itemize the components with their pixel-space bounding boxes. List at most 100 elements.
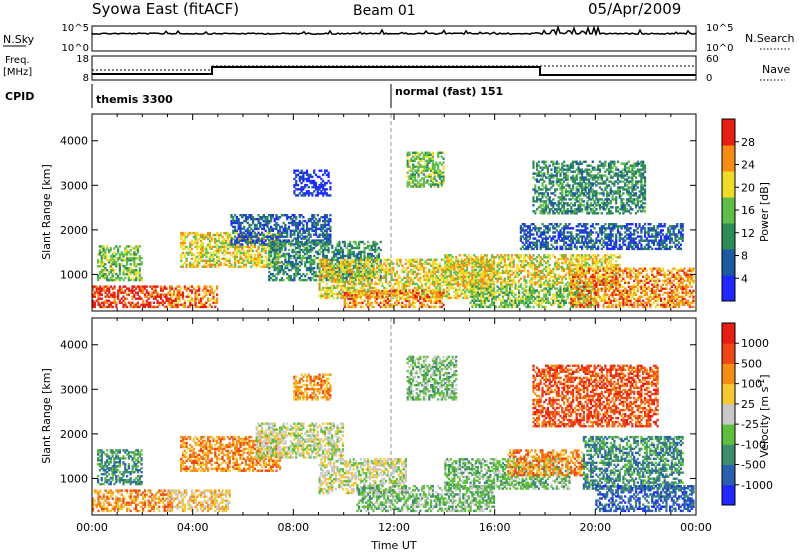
power-echo-cell <box>597 254 600 257</box>
power-echo-cell <box>210 255 213 258</box>
power-echo-cell <box>340 270 343 274</box>
power-echo-cell <box>270 242 273 246</box>
power-echo-cell <box>282 252 285 256</box>
power-echo-cell <box>192 231 195 235</box>
power-echo-cell <box>198 285 201 288</box>
power-echo-cell <box>190 291 194 294</box>
power-echo-cell <box>284 252 287 256</box>
power-echo-cell <box>322 254 325 258</box>
power-echo-cell <box>259 225 262 229</box>
power-echo-cell <box>106 287 109 290</box>
power-echo-cell <box>305 190 309 193</box>
power-echo-cell <box>304 246 307 250</box>
power-echo-cell <box>327 246 330 250</box>
power-echo-cell <box>95 285 98 288</box>
power-echo-cell <box>331 288 334 292</box>
power-echo-cell <box>399 258 402 261</box>
power-echo-cell <box>327 250 330 254</box>
power-echo-cell <box>365 268 368 272</box>
power-echo-cell <box>287 216 291 219</box>
power-echo-cell <box>352 250 355 254</box>
power-echo-cell <box>131 259 134 262</box>
power-echo-cell <box>377 252 380 256</box>
power-echo-cell <box>358 240 361 244</box>
power-echo-cell <box>507 254 510 257</box>
power-echo-cell <box>282 227 285 231</box>
power-echo-cell <box>331 278 334 282</box>
power-echo-cell <box>320 246 323 250</box>
power-echo-cell <box>279 235 282 238</box>
power-echo-cell <box>180 255 183 258</box>
power-echo-cell <box>336 252 339 256</box>
power-echo-cell <box>298 171 301 174</box>
power-echo-cell <box>252 241 255 244</box>
power-echo-cell <box>212 259 215 262</box>
power-echo-cell <box>296 188 300 191</box>
power-echo-cell <box>370 301 373 305</box>
power-echo-cell <box>113 247 116 250</box>
power-echo-cell <box>349 240 352 244</box>
power-echo-cell <box>183 253 186 257</box>
power-echo-cell <box>442 303 445 307</box>
power-echo-cell <box>273 250 276 254</box>
power-echo-cell <box>203 253 206 257</box>
power-echo-cell <box>279 239 282 242</box>
power-echo-cell <box>180 293 183 296</box>
power-echo-cell <box>201 297 204 300</box>
power-echo-cell <box>320 288 323 292</box>
power-echo-cell <box>185 287 188 290</box>
power-echo-cell <box>160 297 163 300</box>
power-echo-cell <box>118 271 121 274</box>
power-echo-cell <box>325 214 328 217</box>
power-echo-cell <box>126 255 129 258</box>
power-echo-cell <box>314 272 318 276</box>
power-echo-cell <box>135 269 138 272</box>
power-echo-cell <box>449 296 452 300</box>
power-echo-cell <box>169 297 172 300</box>
power-echo-cell <box>372 262 375 265</box>
power-echo-cell <box>287 242 291 246</box>
power-echo-cell <box>293 177 296 181</box>
power-echo-cell <box>253 261 256 264</box>
power-echo-cell <box>295 194 298 197</box>
power-echo-cell <box>358 260 361 263</box>
power-echo-cell <box>185 259 188 262</box>
power-echo-cell <box>135 249 138 252</box>
power-echo-cell <box>314 240 318 244</box>
power-echo-cell <box>376 248 379 252</box>
power-echo-cell <box>246 249 249 253</box>
power-echo-cell <box>309 192 312 195</box>
power-echo-cell <box>307 248 310 252</box>
power-echo-cell <box>237 235 240 238</box>
power-echo-cell <box>126 269 129 272</box>
power-echo-cell <box>98 261 101 264</box>
power-echo-cell <box>296 169 300 172</box>
power-echo-cell <box>304 237 307 240</box>
power-echo-cell <box>282 254 285 258</box>
power-echo-cell <box>115 278 118 282</box>
power-echo-cell <box>255 233 258 236</box>
power-echo-cell <box>126 263 129 266</box>
power-echo-cell <box>190 263 194 266</box>
power-echo-cell <box>313 216 316 219</box>
power-echo-cell <box>194 265 197 268</box>
power-echo-cell <box>244 241 247 244</box>
power-echo-cell <box>170 305 173 309</box>
power-echo-cell <box>160 289 163 292</box>
power-echo-cell <box>302 194 305 197</box>
power-echo-cell <box>250 214 253 217</box>
power-echo-cell <box>194 241 197 245</box>
power-echo-cell <box>311 262 314 266</box>
power-echo-cell <box>99 287 102 290</box>
power-echo-cell <box>257 263 260 266</box>
power-echo-cell <box>226 251 229 255</box>
power-echo-cell <box>178 289 181 292</box>
power-echo-cell <box>248 233 251 236</box>
power-echo-cell <box>127 301 130 304</box>
power-echo-cell <box>185 263 188 266</box>
power-echo-cell <box>225 233 228 237</box>
power-echo-cell <box>298 221 301 225</box>
power-echo-cell <box>296 272 300 276</box>
power-echo-cell <box>287 276 291 280</box>
power-echo-cell <box>239 239 242 242</box>
